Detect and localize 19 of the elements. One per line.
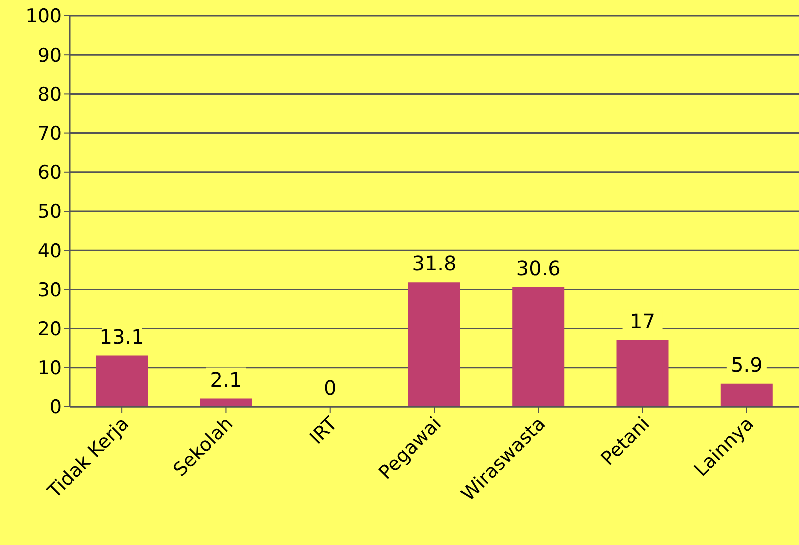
data-label: 17	[630, 310, 656, 334]
data-label: 5.9	[731, 352, 763, 377]
data-label: 30.6	[516, 256, 561, 280]
data-label: 13.1	[100, 324, 144, 349]
y-tick-label: 0	[50, 396, 62, 419]
data-label: 31.8	[412, 252, 457, 276]
y-tick-label: 90	[38, 44, 62, 67]
y-tick-label: 40	[38, 240, 62, 262]
data-label: 0	[324, 376, 337, 400]
y-tick-label: 60	[38, 162, 62, 184]
y-tick-label: 100	[26, 6, 62, 28]
x-tick-label: IRT	[306, 412, 342, 450]
y-tick-label: 20	[38, 318, 62, 341]
data-label: 2.1	[210, 368, 242, 392]
y-tick-label: 70	[38, 123, 62, 146]
y-tick-label: 10	[38, 358, 62, 380]
y-tick-label: 80	[38, 84, 62, 106]
y-tick-label: 50	[38, 201, 62, 224]
y-tick-label: 30	[38, 279, 62, 302]
